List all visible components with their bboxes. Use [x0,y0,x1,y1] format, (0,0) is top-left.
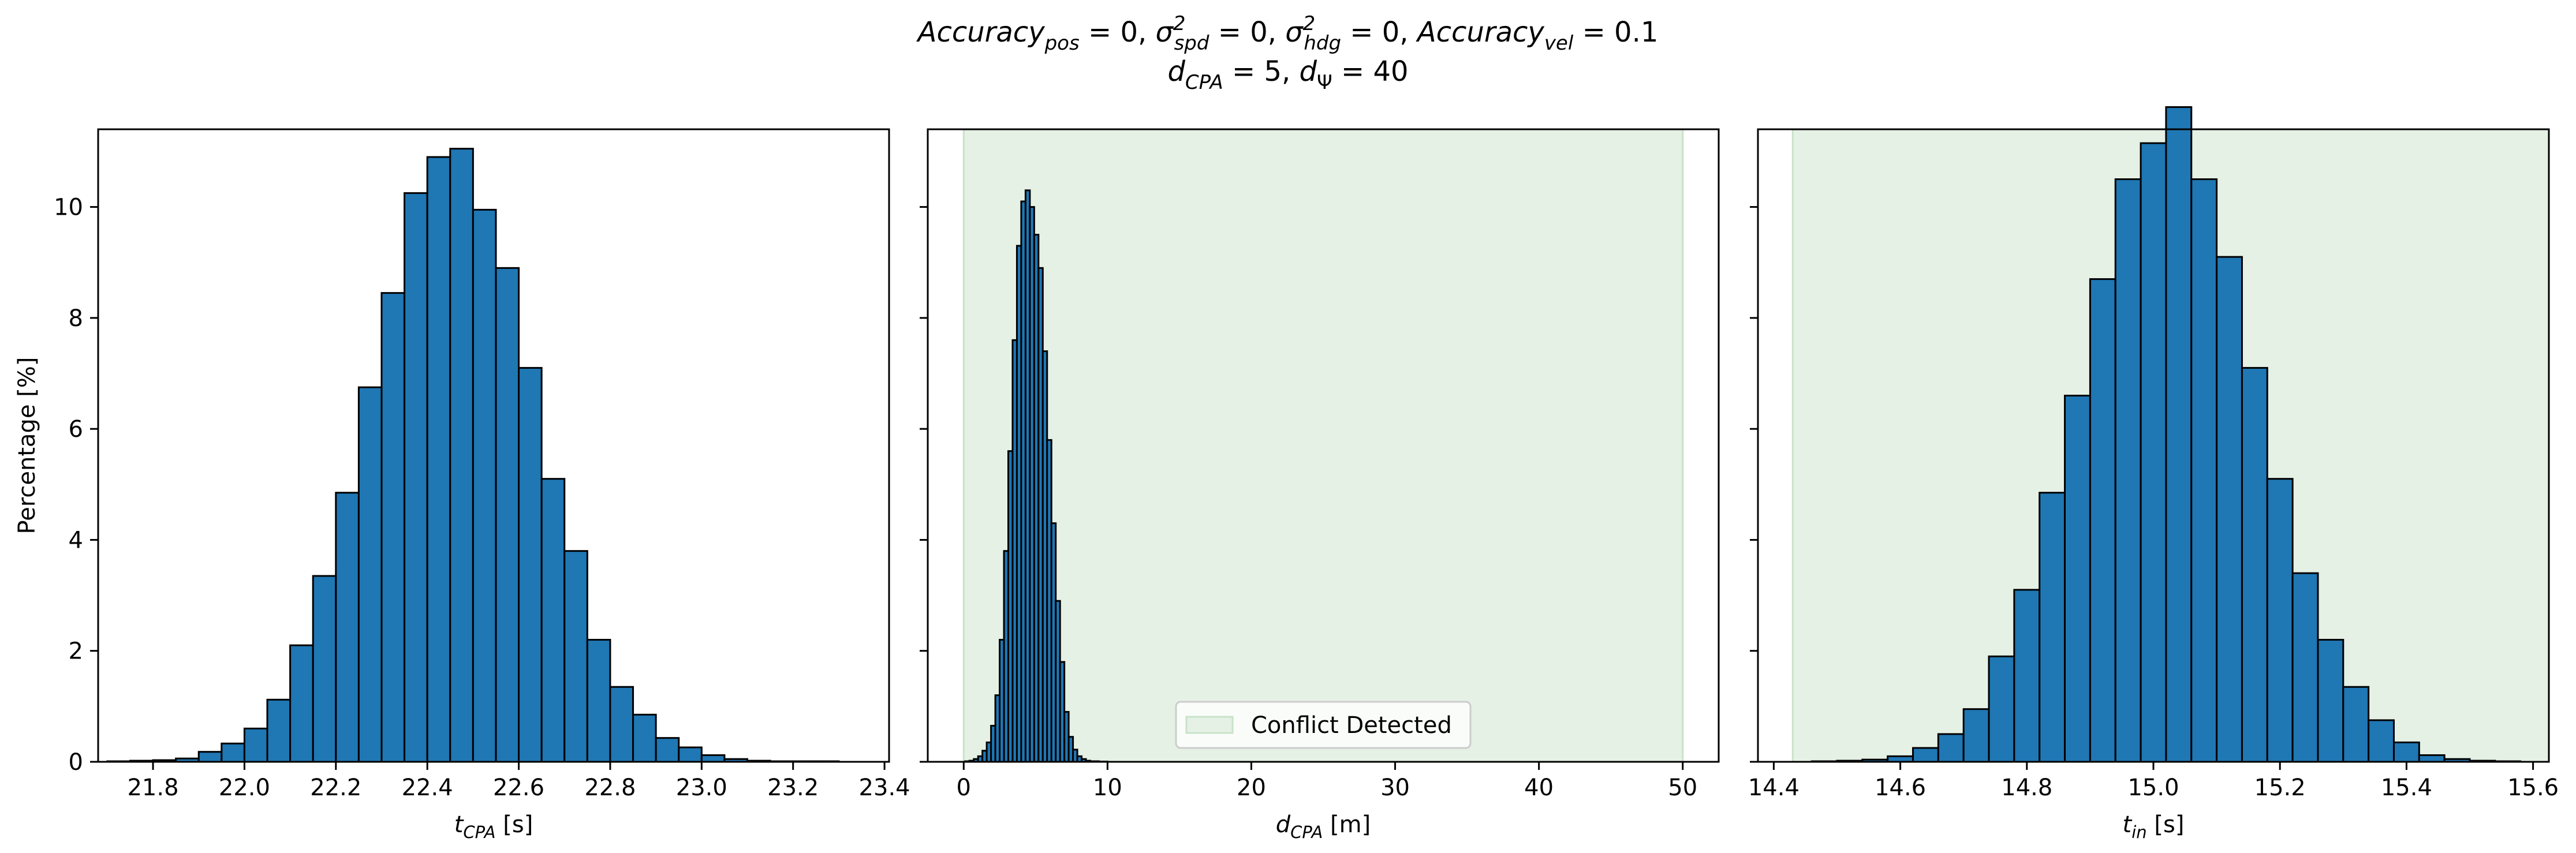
x-axis-label: tCPA [s] [454,811,533,842]
x-tick-label: 15.6 [2507,775,2559,801]
histogram-bar [335,492,360,763]
histogram-bar [2216,256,2243,763]
histogram-bar [2165,106,2193,763]
histogram-bars [106,148,840,763]
histogram-bar [380,292,406,763]
x-axis-label: dCPA [m] [1276,811,1371,842]
histogram-bar [2291,572,2319,763]
histogram-bar [586,638,611,763]
histogram-bars [964,189,1108,763]
histogram-bar [449,148,474,763]
histogram-bar [700,754,726,763]
histogram-bar [2190,178,2218,763]
x-tick-label: 14.4 [1748,775,1800,801]
histogram-bar [1962,708,1990,763]
x-tick-label: 23.0 [676,775,727,801]
histogram-bar [2114,178,2142,763]
y-tick-label: 0 [69,749,83,776]
histogram-bar [289,644,314,763]
histogram-bar [2342,686,2370,763]
histogram-bar [1937,733,1965,763]
histogram-bar [221,742,245,763]
histogram-bars [1810,106,2522,763]
x-tick-label: 15.0 [2127,775,2179,801]
histogram-bar [2089,278,2116,763]
histogram-bar [357,386,383,763]
histogram-bar [312,575,337,763]
figure-title-line1: Accuracypos = 0, σ2 spd = 0, σ2 hdg = 0, A… [916,12,1659,55]
x-tick-label: 15.4 [2381,775,2432,801]
histogram-bar [563,550,588,763]
histogram-bar [2392,741,2420,763]
y-axis-label: Percentage [%] [14,357,40,534]
histogram-bar [2013,589,2041,763]
legend-swatch [1185,716,1234,734]
x-tick-label: 0 [957,775,971,801]
x-tick-label: 20 [1237,775,1266,801]
chart-panel-2: 0 10 20 30 40 50 dCPA [m] Conflict Detected [920,128,1720,842]
x-axis-label: tin [s] [2123,811,2185,842]
x-tick-label: 15.2 [2254,775,2306,801]
histogram-bar [426,156,451,763]
x-tick-label: 22.4 [402,775,453,801]
histogram-bar [2418,754,2446,763]
y-tick-label: 4 [69,527,83,553]
x-tick-label: 22.2 [310,775,361,801]
x-tick-label: 14.6 [1875,775,1926,801]
histogram-panels: 21.8 22.0 22.2 22.4 22.6 22.8 23.0 23.2 23.4 0 2 4 6… [14,106,2559,842]
x-tick-label: 21.8 [127,775,178,801]
axes-frame [97,128,890,763]
histogram-bar [243,727,268,763]
x-tick-label: 14.8 [2001,775,2052,801]
x-tick-label: 40 [1524,775,1554,801]
histogram-bar [2368,719,2395,763]
figure-title-line2: dCPA = 5, dΨ = 40 [1167,55,1408,94]
legend: Conflict Detected [1175,701,1472,749]
x-tick-label: 23.4 [859,775,910,801]
y-tick-label: 10 [54,194,83,221]
x-tick-label: 10 [1093,775,1122,801]
histogram-bar [540,478,566,763]
histogram-bar [655,737,680,763]
histogram-bar [266,698,292,763]
legend-label: Conflict Detected [1251,712,1452,739]
x-tick-label: 30 [1380,775,1410,801]
histogram-bar [2039,492,2066,763]
y-tick-label: 8 [69,305,83,332]
histogram-bar [404,192,428,763]
chart-panel-3: 14.4 14.6 14.8 15.0 15.2 15.4 15.6 tin [s] [1748,106,2559,842]
histogram-bar [1988,655,2015,763]
histogram-bar [2140,142,2167,763]
histogram-bar [678,746,703,763]
x-tick-label: 22.6 [493,775,544,801]
histogram-bar [632,713,657,763]
conflict-region [962,128,1684,763]
chart-panel-1: 21.8 22.0 22.2 22.4 22.6 22.8 23.0 23.2 23.4 0 2 4 6… [14,128,910,842]
histogram-bar [197,751,223,763]
histogram-bar [2317,638,2344,763]
x-tick-label: 22.0 [219,775,270,801]
x-tick-label: 50 [1668,775,1697,801]
histogram-bar [472,208,497,763]
y-tick-label: 6 [69,416,83,443]
histogram-bar [2064,394,2091,763]
histogram-bar [609,686,634,763]
histogram-bar [518,366,543,763]
histogram-bar [1912,747,1939,763]
x-tick-label: 23.2 [767,775,819,801]
y-tick-label: 2 [69,638,83,665]
axes-frame [927,128,1720,763]
legend-box [1175,701,1472,749]
histogram-bar [2241,366,2268,763]
x-tick-label: 22.8 [584,775,636,801]
histogram-bar [2266,478,2294,763]
histogram-bar [495,267,520,763]
